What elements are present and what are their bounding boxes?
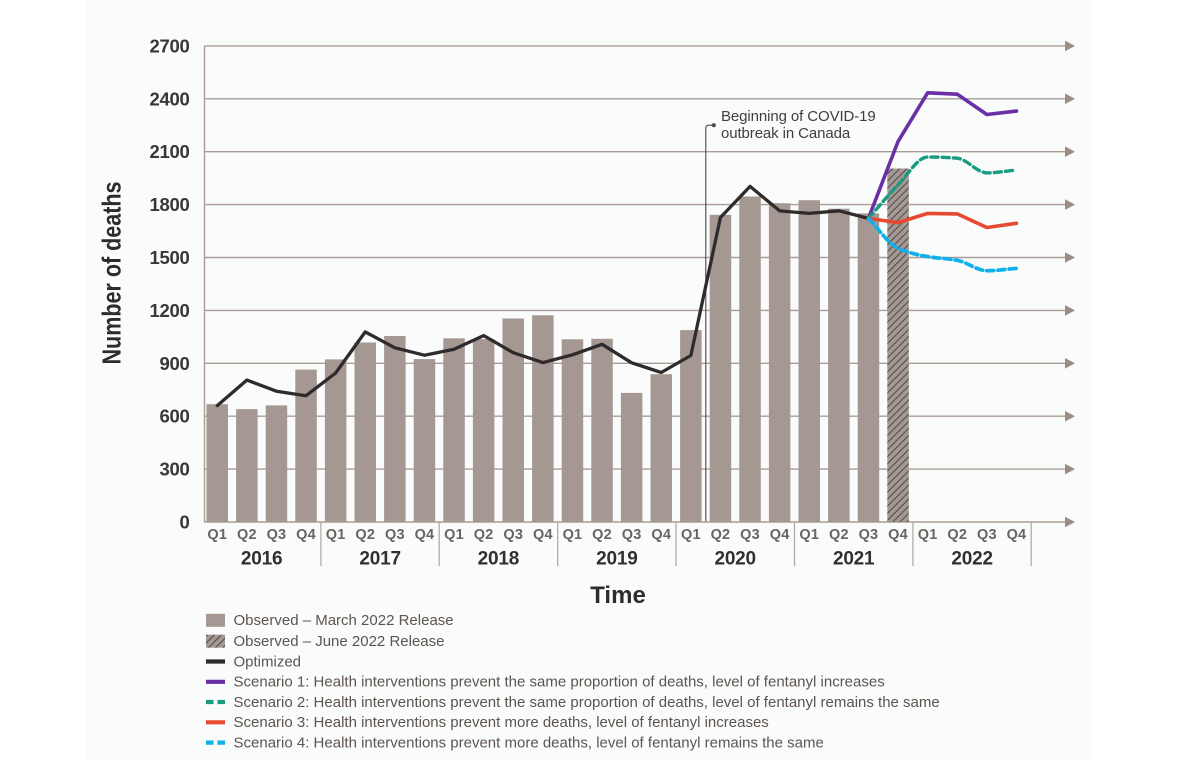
svg-text:Q3: Q3: [385, 527, 405, 543]
svg-text:Q1: Q1: [563, 527, 583, 543]
svg-text:Q3: Q3: [740, 527, 760, 543]
svg-text:Q4: Q4: [415, 527, 435, 543]
svg-text:Q3: Q3: [503, 527, 523, 543]
svg-text:2400: 2400: [150, 88, 190, 109]
svg-text:2021: 2021: [833, 549, 875, 570]
svg-text:Beginning of COVID-19: Beginning of COVID-19: [721, 108, 876, 125]
svg-text:Q1: Q1: [444, 527, 464, 543]
svg-text:1500: 1500: [150, 247, 190, 268]
svg-text:Q3: Q3: [622, 527, 642, 543]
svg-text:Q2: Q2: [829, 527, 849, 543]
svg-text:0: 0: [180, 512, 190, 533]
svg-text:Scenario 1: Health interventio: Scenario 1: Health interventions prevent…: [234, 674, 885, 691]
svg-text:Number of deaths: Number of deaths: [97, 182, 127, 365]
svg-text:Scenario 2: Health interventio: Scenario 2: Health interventions prevent…: [234, 694, 940, 711]
svg-text:Q3: Q3: [859, 527, 879, 543]
svg-text:Scenario 4: Health interventio: Scenario 4: Health interventions prevent…: [234, 734, 824, 751]
svg-text:Q4: Q4: [888, 527, 908, 543]
svg-text:Observed – March 2022 Release: Observed – March 2022 Release: [234, 612, 454, 629]
svg-text:Observed – June 2022 Release: Observed – June 2022 Release: [234, 633, 445, 650]
svg-text:Q2: Q2: [237, 527, 257, 543]
svg-text:Q2: Q2: [355, 527, 375, 543]
svg-text:2100: 2100: [150, 141, 190, 162]
svg-text:1200: 1200: [150, 300, 190, 321]
svg-text:Q4: Q4: [1007, 527, 1027, 543]
svg-text:2700: 2700: [150, 35, 190, 56]
svg-text:Q1: Q1: [681, 527, 701, 543]
svg-text:2017: 2017: [359, 549, 400, 570]
svg-text:Scenario 3: Health interventio: Scenario 3: Health interventions prevent…: [234, 714, 769, 731]
svg-text:Q2: Q2: [474, 527, 494, 543]
svg-text:900: 900: [160, 353, 190, 374]
svg-text:Q1: Q1: [799, 527, 819, 543]
svg-text:Time: Time: [590, 582, 646, 609]
svg-text:Q1: Q1: [207, 527, 227, 543]
svg-text:Q2: Q2: [947, 527, 967, 543]
svg-text:2018: 2018: [478, 549, 519, 570]
svg-text:2016: 2016: [241, 549, 282, 570]
svg-text:2019: 2019: [596, 549, 637, 570]
svg-text:Q4: Q4: [651, 527, 671, 543]
svg-text:Q4: Q4: [296, 527, 316, 543]
svg-text:Q2: Q2: [592, 527, 612, 543]
svg-text:300: 300: [160, 459, 190, 480]
svg-text:Q4: Q4: [770, 527, 790, 543]
svg-text:Optimized: Optimized: [234, 653, 302, 670]
svg-text:2022: 2022: [951, 549, 992, 570]
svg-text:Q1: Q1: [326, 527, 346, 543]
svg-text:Q3: Q3: [977, 527, 997, 543]
svg-text:Q4: Q4: [533, 527, 553, 543]
svg-text:outbreak in Canada: outbreak in Canada: [721, 125, 851, 142]
svg-text:Q2: Q2: [711, 527, 731, 543]
svg-text:600: 600: [160, 406, 190, 427]
svg-text:1800: 1800: [150, 194, 190, 215]
svg-text:Q3: Q3: [267, 527, 287, 543]
svg-text:2020: 2020: [714, 549, 755, 570]
svg-text:Q1: Q1: [918, 527, 938, 543]
